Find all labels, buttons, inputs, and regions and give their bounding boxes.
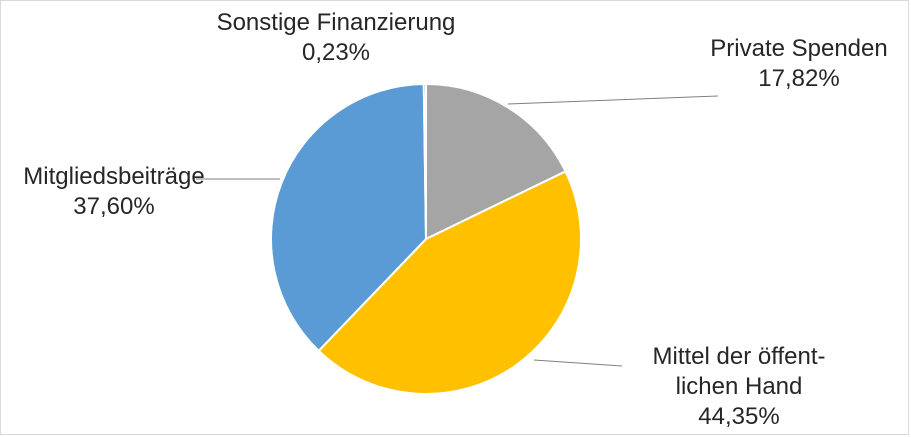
slice-name-line-2: lichen Hand bbox=[675, 373, 803, 400]
label-private-spenden: Private Spenden 17,82% bbox=[684, 34, 911, 94]
slice-name-line-1: Mittel der öffent- bbox=[652, 343, 826, 370]
slice-value: 17,82% bbox=[758, 65, 840, 92]
slice-mitgliedsbeitraege bbox=[270, 83, 428, 353]
slice-value: 0,23% bbox=[301, 39, 371, 66]
leader-lines bbox=[196, 95, 719, 367]
slice-value: 37,60% bbox=[73, 193, 155, 220]
slice-name: Sonstige Finanzierung bbox=[216, 9, 456, 36]
slice-name: Mitgliedsbeiträge bbox=[23, 163, 205, 190]
pie-slices bbox=[270, 82, 582, 395]
slice-value: 44,35% bbox=[698, 403, 780, 430]
slice-sonstige-finanzierung bbox=[422, 82, 427, 240]
leader-line-mittel bbox=[533, 359, 623, 367]
slice-name: Private Spenden bbox=[710, 35, 888, 62]
label-sonstige-finanzierung: Sonstige Finanzierung 0,23% bbox=[190, 8, 482, 68]
leader-line-private-spenden bbox=[507, 95, 719, 105]
label-mittel-oeffentliche-hand: Mittel der öffent- lichen Hand 44,35% bbox=[612, 342, 866, 432]
label-mitgliedsbeitraege: Mitgliedsbeiträge 37,60% bbox=[0, 162, 228, 222]
slice-private-spenden bbox=[425, 82, 567, 241]
slice-mittel-oeffentliche-hand bbox=[317, 170, 582, 395]
